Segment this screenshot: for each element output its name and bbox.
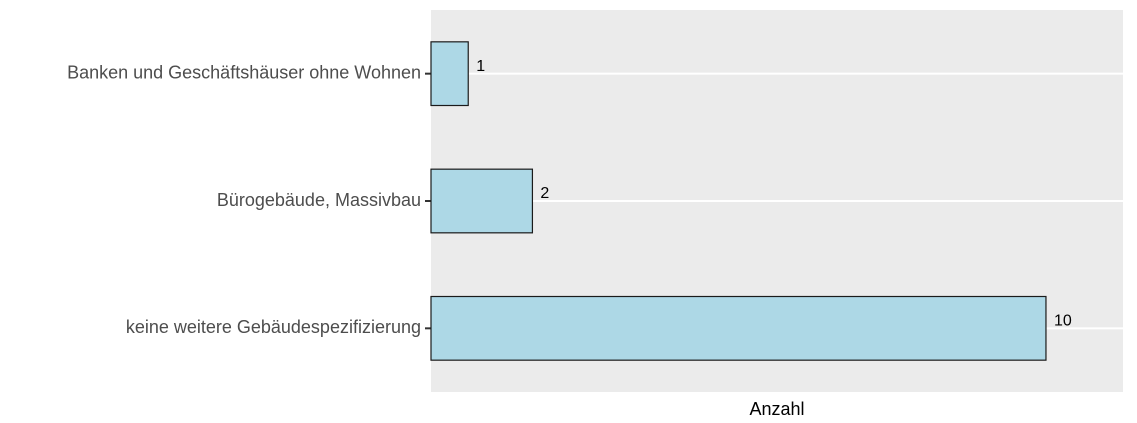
x-axis-label: Anzahl [749,399,804,419]
y-tick-label: keine weitere Gebäudespezifizierung [126,317,421,337]
y-tick-label: Banken und Geschäftshäuser ohne Wohnen [67,62,421,82]
bar [430,295,1047,361]
bar [430,41,469,107]
value-label: 10 [1054,313,1072,330]
y-tick-label: Bürogebäude, Massivbau [217,190,421,210]
value-label: 2 [540,185,549,202]
bar [430,168,534,234]
value-label: 1 [476,58,485,75]
